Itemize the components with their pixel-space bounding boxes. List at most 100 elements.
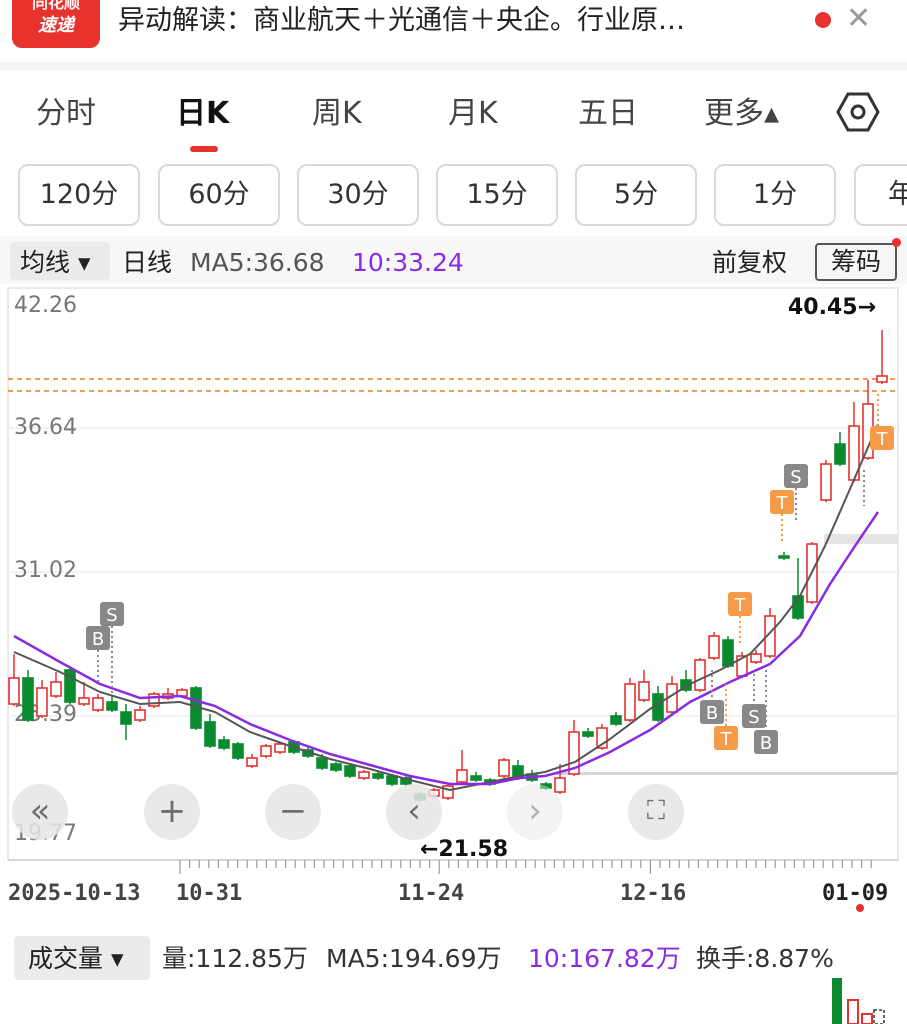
candle-body [750,653,762,663]
candle-body [344,765,356,777]
interval-year[interactable]: 年 [854,164,907,226]
zoom-in-button[interactable]: + [144,784,200,840]
unread-dot-icon [815,12,831,28]
period-label: 日线 [122,248,173,277]
candle-body [708,635,720,659]
candle-body [372,773,384,779]
y-tick-label: 36.64 [14,415,77,440]
trade-marker-badge[interactable] [742,704,766,728]
chips-button[interactable]: 筹码 [815,243,897,281]
candle-body [498,759,510,777]
ma-selector[interactable]: 均线 ▾ [20,248,91,277]
candle-body [876,375,888,383]
fullscreen-button[interactable]: ⛶ [628,784,684,840]
ma-selector-chip[interactable] [10,242,110,280]
scroll-left-button[interactable]: ‹ [386,784,442,840]
candle-body [470,775,482,781]
volume-value: 量:112.85万 [162,944,308,973]
kline-chart[interactable]: 42.26 36.64 31.02 25.39 19.77 40.45→ ←21… [0,284,907,924]
candle-body [78,697,90,705]
interval-1min[interactable]: 1分 [714,164,836,226]
candle-body [568,731,580,775]
double-chevron-left-icon: « [29,791,51,831]
candle-body [442,785,454,799]
candle-body [834,443,846,465]
candle-body [22,677,34,721]
candle-body [106,701,118,711]
chart-frame [7,287,899,861]
chip-band-lower [555,772,898,775]
high-price-label: 40.45→ [788,295,876,320]
trade-marker-badge[interactable] [784,464,808,488]
candle-body [694,659,706,691]
candle-body [64,669,76,703]
tab-timeshare[interactable]: 分时 [36,96,96,131]
tab-monthly-k[interactable]: 月K [448,96,498,131]
candle-body [624,683,636,721]
candle-body [610,715,622,725]
interval-120min[interactable]: 120分 [18,164,140,226]
trade-marker-badge[interactable] [700,700,724,724]
candle-body [8,677,20,705]
trade-marker-badge[interactable] [770,490,794,514]
low-price-label: ←21.58 [420,837,508,862]
interval-15min[interactable]: 15分 [436,164,558,226]
trade-marker-badge[interactable] [100,602,124,626]
news-banner[interactable]: 同花顺 速递 异动解读：商业航天＋光通信＋央企。行业原… ✕ [0,0,907,60]
candle-body [316,757,328,769]
candle-body [358,771,370,779]
trade-marker-label: S [106,605,117,626]
candle-body [218,739,230,749]
logo-top-text: 同花顺 [31,0,80,12]
tab-weekly-k[interactable]: 周K [312,96,362,131]
zoom-out-button[interactable]: − [265,784,321,840]
trade-marker-badge[interactable] [728,592,752,616]
volume-ma5: MA5:194.69万 [326,944,502,973]
y-tick-label: 42.26 [14,293,77,318]
trade-marker-badge[interactable] [870,426,894,450]
ma5-line [13,423,879,792]
candle-body [540,783,552,789]
interval-60min[interactable]: 60分 [158,164,280,226]
trade-marker-label: S [790,467,801,488]
ma10-value: 10:33.24 [352,248,464,277]
interval-selector: 120分 60分 30分 15分 5分 1分 年 [0,164,907,226]
chevron-right-icon: › [528,791,542,831]
x-tick-label: 12-16 [620,881,686,906]
volume-bar [847,999,859,1024]
adjust-mode[interactable]: 前复权 [712,248,788,277]
trade-marker-badge[interactable] [86,626,110,650]
candle-body [204,721,216,747]
trade-marker-label: B [760,733,772,754]
chips-badge-dot [892,238,901,247]
volume-bar [832,978,842,1024]
trade-marker-badge[interactable] [714,726,738,750]
candle-body [50,681,62,697]
volume-bar [873,1009,885,1024]
logo-bottom-text: 速递 [38,15,74,36]
scroll-right-button[interactable]: › [507,784,563,840]
volume-selector[interactable]: 成交量 ▾ [28,944,124,973]
fast-back-button[interactable]: « [12,784,68,840]
interval-30min[interactable]: 30分 [297,164,419,226]
candle-body [764,615,776,657]
x-tick-label: 2025-10-13 [8,881,140,906]
trade-marker-badge[interactable] [754,730,778,754]
tab-five-day[interactable]: 五日 [578,96,638,131]
volume-selector-chip[interactable] [14,936,150,980]
y-tick-label: 31.02 [14,558,77,583]
x-tick-label: 11-24 [398,881,464,906]
tab-more[interactable]: 更多▴ [704,96,780,131]
tab-daily-k[interactable]: 日K [176,96,230,131]
period-tabs: 分时 日K 周K 月K 五日 更多▴ [0,78,907,158]
close-icon[interactable]: ✕ [846,1,872,36]
candle-body [134,709,146,721]
candle-body [680,679,692,691]
candle-body [148,693,160,707]
banner-title[interactable]: 异动解读：商业航天＋光通信＋央企。行业原… [118,5,685,36]
settings-hexagon-icon[interactable] [836,90,880,134]
candle-body [274,743,286,753]
interval-5min[interactable]: 5分 [575,164,697,226]
trade-marker-label: T [720,729,733,750]
chevron-left-icon: ‹ [407,791,421,831]
